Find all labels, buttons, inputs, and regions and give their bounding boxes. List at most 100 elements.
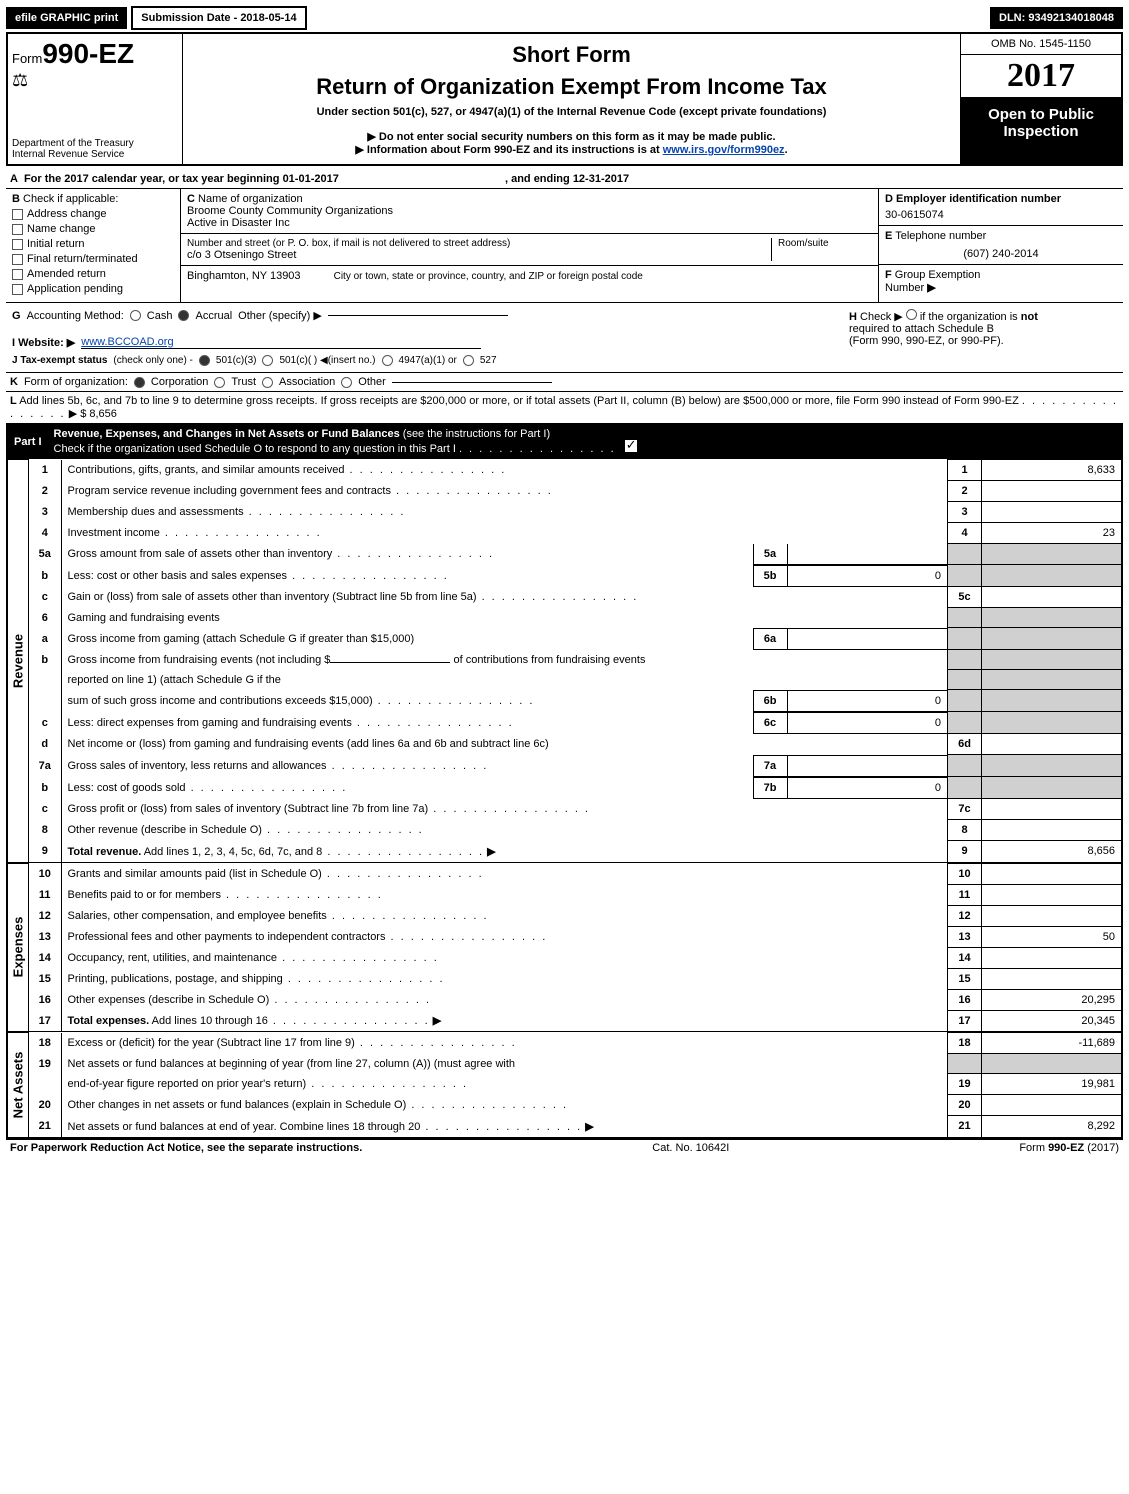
amt-6-shade: [982, 608, 1122, 628]
row-19a: Net assets or fund balances at beginning…: [61, 1054, 948, 1074]
rn-15: 15: [29, 968, 61, 989]
amt-6b3-shade: [982, 690, 1122, 712]
radio-corporation[interactable]: [134, 377, 145, 388]
row-7b: Less: cost of goods sold 7b 0: [61, 777, 948, 799]
rn-17: 17: [29, 1010, 61, 1032]
rn-6b3: [29, 690, 61, 712]
amt-15: [982, 968, 1122, 989]
amt-6b2-shade: [982, 670, 1122, 690]
ln-5b-shade: [948, 565, 982, 587]
row-6d: Net income or (loss) from gaming and fun…: [61, 734, 948, 755]
radio-accrual[interactable]: [178, 310, 189, 321]
submission-date: Submission Date - 2018-05-14: [131, 6, 306, 30]
opt-527: 527: [480, 355, 497, 366]
form-prefix: Form: [12, 51, 42, 66]
efile-label: efile GRAPHIC print: [6, 7, 127, 29]
other-specify-input[interactable]: [328, 315, 508, 316]
part-1-title-bold: Revenue, Expenses, and Changes in Net As…: [54, 428, 400, 440]
rn-7c: c: [29, 799, 61, 820]
ln-1: 1: [948, 460, 982, 481]
ln-11: 11: [948, 884, 982, 905]
row-7c: Gross profit or (loss) from sales of inv…: [61, 799, 948, 820]
check-name-change[interactable]: [12, 224, 23, 235]
d-heading: Employer identification number: [896, 193, 1061, 205]
section-b: B Check if applicable: Address change Na…: [6, 189, 181, 302]
expenses-side-label: Expenses: [7, 863, 29, 1033]
under-section: Under section 501(c), 527, or 4947(a)(1)…: [191, 106, 952, 118]
opt-initial-return: Initial return: [27, 238, 84, 250]
fundraising-amount-input[interactable]: [330, 662, 450, 663]
row-9: Total revenue. Add lines 1, 2, 3, 4, 5c,…: [61, 841, 948, 863]
form-ref-1: Form: [1019, 1142, 1045, 1154]
opt-cash: Cash: [147, 310, 173, 322]
a-end-date: 12-31-2017: [573, 173, 629, 185]
amt-13: 50: [982, 926, 1122, 947]
section-l: L Add lines 5b, 6c, and 7b to line 9 to …: [6, 392, 1123, 424]
check-address-change[interactable]: [12, 209, 23, 220]
opt-name-change: Name change: [27, 223, 96, 235]
amt-20: [982, 1095, 1122, 1116]
radio-other-org[interactable]: [341, 377, 352, 388]
k-heading: Form of organization:: [24, 376, 128, 388]
ln-14: 14: [948, 947, 982, 968]
label-h: H: [849, 311, 857, 323]
paperwork-notice: For Paperwork Reduction Act Notice, see …: [10, 1142, 362, 1154]
ln-6d: 6d: [948, 734, 982, 755]
check-amended-return[interactable]: [12, 269, 23, 280]
check-h[interactable]: [906, 309, 917, 320]
row-11: Benefits paid to or for members: [61, 884, 948, 905]
row-6c: Less: direct expenses from gaming and fu…: [61, 712, 948, 734]
section-a: A For the 2017 calendar year, or tax yea…: [6, 170, 1123, 189]
label-b: B: [12, 193, 20, 205]
row-8: Other revenue (describe in Schedule O): [61, 820, 948, 841]
amt-18: -11,689: [982, 1033, 1122, 1054]
telephone-value: (607) 240-2014: [885, 248, 1117, 260]
check-final-return[interactable]: [12, 254, 23, 265]
ln-6b1-shade: [948, 650, 982, 670]
radio-501c3[interactable]: [199, 355, 210, 366]
irs-link[interactable]: www.irs.gov/form990ez: [663, 144, 785, 156]
revenue-table: 1Contributions, gifts, grants, and simil…: [29, 459, 1122, 863]
amt-19a-shade: [982, 1054, 1122, 1074]
block-bcd: B Check if applicable: Address change Na…: [6, 189, 1123, 303]
label-k: K: [10, 376, 18, 388]
row-15: Printing, publications, postage, and shi…: [61, 968, 948, 989]
radio-cash[interactable]: [130, 310, 141, 321]
e-heading: Telephone number: [895, 230, 986, 242]
section-h: H Check ▶ if the organization is not req…: [843, 303, 1123, 372]
revenue-side-label: Revenue: [7, 459, 29, 863]
mini-6c: 6c: [753, 712, 787, 733]
b-heading: Check if applicable:: [23, 193, 118, 205]
mini-amt-7a: [787, 755, 947, 776]
radio-trust[interactable]: [214, 377, 225, 388]
amt-3: [982, 502, 1122, 523]
part-1-label: Part I: [14, 436, 42, 448]
row-6a: Gross income from gaming (attach Schedul…: [61, 628, 948, 650]
ln-12: 12: [948, 905, 982, 926]
other-org-input[interactable]: [392, 382, 552, 383]
check-application-pending[interactable]: [12, 284, 23, 295]
radio-association[interactable]: [262, 377, 273, 388]
form-name: Form990-EZ: [12, 38, 178, 70]
h-not: not: [1021, 311, 1038, 323]
amt-10: [982, 863, 1122, 884]
radio-4947[interactable]: [382, 355, 393, 366]
amt-17: 20,345: [982, 1010, 1122, 1032]
mini-amt-5a: [787, 544, 947, 565]
open-line-2: Inspection: [965, 123, 1117, 140]
label-j: J Tax-exempt status: [12, 355, 107, 366]
rn-6: 6: [29, 608, 61, 628]
label-i: I Website: ▶: [12, 336, 75, 349]
check-schedule-o[interactable]: [625, 440, 637, 452]
radio-501c[interactable]: [262, 355, 273, 366]
check-initial-return[interactable]: [12, 239, 23, 250]
amt-5b-shade: [982, 565, 1122, 587]
f-heading: Group Exemption: [895, 269, 981, 281]
website-link[interactable]: www.BCCOAD.org: [81, 336, 481, 349]
radio-527[interactable]: [463, 355, 474, 366]
room-suite-label: Room/suite: [772, 238, 872, 261]
mini-7a: 7a: [753, 755, 787, 776]
mini-amt-7b: 0: [787, 777, 947, 798]
amt-8: [982, 820, 1122, 841]
h-t2: if the organization is: [920, 311, 1018, 323]
